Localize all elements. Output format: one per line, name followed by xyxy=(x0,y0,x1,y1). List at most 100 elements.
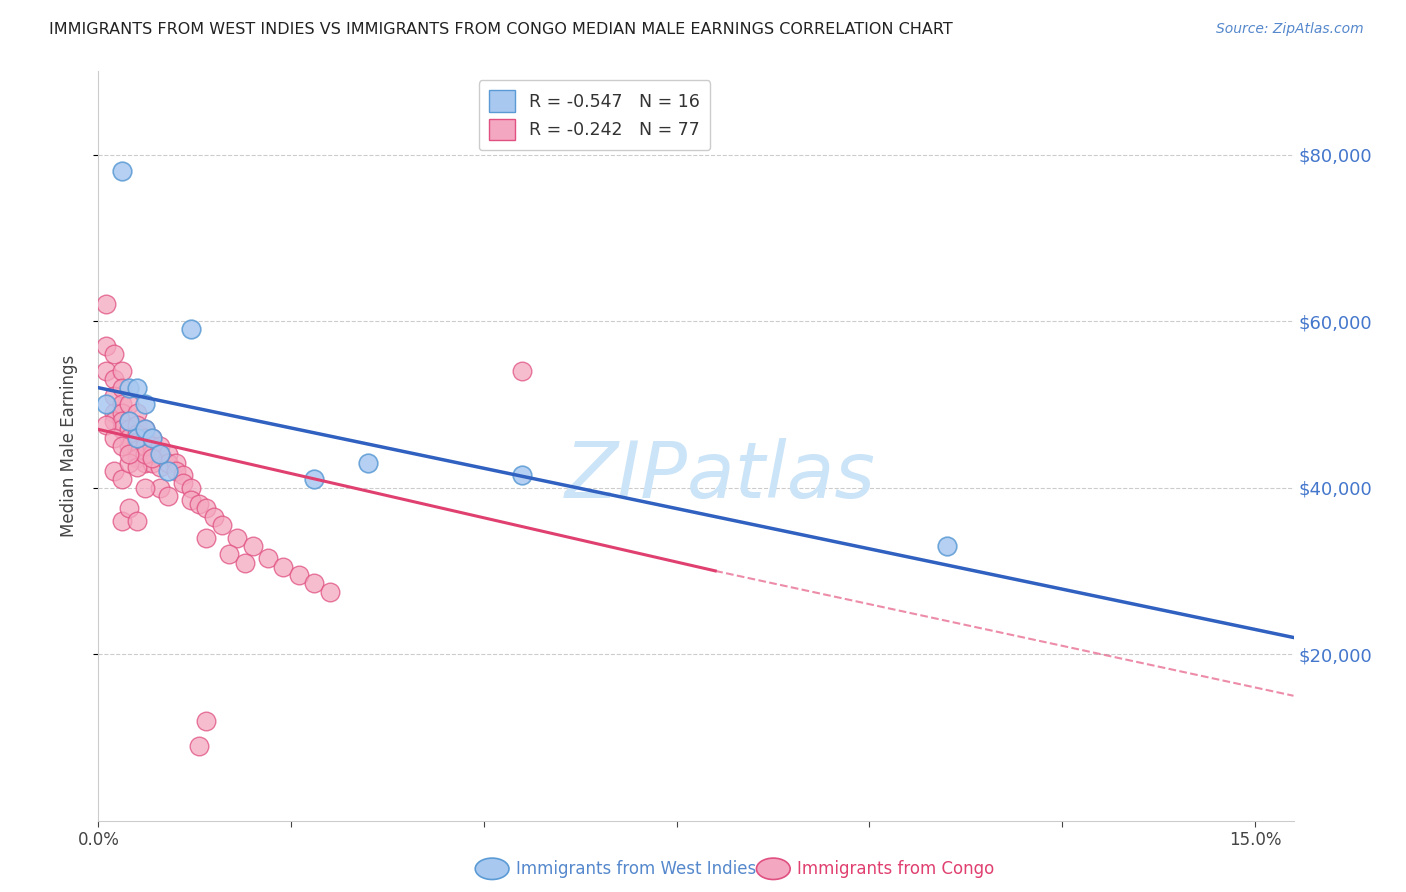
Point xyxy=(118,431,141,445)
Point xyxy=(110,439,132,453)
Point xyxy=(187,497,209,511)
Point xyxy=(233,556,256,570)
Point xyxy=(172,476,194,491)
Point xyxy=(149,447,172,461)
Point xyxy=(103,464,125,478)
Point xyxy=(103,372,125,386)
Point xyxy=(118,447,141,461)
Point xyxy=(180,481,202,495)
Point xyxy=(103,347,125,361)
Point xyxy=(218,547,240,561)
Point xyxy=(202,509,225,524)
Point xyxy=(125,434,148,449)
Point xyxy=(118,414,141,428)
Point xyxy=(357,456,380,470)
Point xyxy=(141,456,163,470)
Text: ZIPatlas: ZIPatlas xyxy=(564,438,876,514)
Text: Immigrants from Congo: Immigrants from Congo xyxy=(797,860,994,878)
Point xyxy=(172,468,194,483)
Point xyxy=(935,539,957,553)
Point xyxy=(110,381,132,395)
Point xyxy=(110,422,132,436)
Point xyxy=(118,439,141,453)
Point xyxy=(125,381,148,395)
Point xyxy=(165,456,187,470)
Point xyxy=(103,414,125,428)
Point xyxy=(110,472,132,486)
Point xyxy=(125,426,148,441)
Point xyxy=(141,431,163,445)
Point xyxy=(110,514,132,528)
Point xyxy=(211,518,233,533)
Point xyxy=(149,459,172,474)
Text: IMMIGRANTS FROM WEST INDIES VS IMMIGRANTS FROM CONGO MEDIAN MALE EARNINGS CORREL: IMMIGRANTS FROM WEST INDIES VS IMMIGRANT… xyxy=(49,22,953,37)
Point xyxy=(319,584,342,599)
Point xyxy=(118,414,141,428)
Point xyxy=(195,501,218,516)
Point xyxy=(110,364,132,378)
Point xyxy=(134,397,156,411)
Point xyxy=(94,397,117,411)
Point xyxy=(512,468,534,483)
Point xyxy=(156,447,179,461)
Point xyxy=(118,456,141,470)
Point xyxy=(156,456,179,470)
Point xyxy=(288,568,311,582)
Point xyxy=(257,551,280,566)
Point xyxy=(242,539,264,553)
Point xyxy=(125,418,148,433)
Point xyxy=(125,406,148,420)
Point xyxy=(118,381,141,395)
Point xyxy=(110,164,132,178)
Point xyxy=(125,514,148,528)
Point xyxy=(125,451,148,466)
Point xyxy=(118,397,141,411)
Y-axis label: Median Male Earnings: Median Male Earnings xyxy=(59,355,77,537)
Point xyxy=(141,439,163,453)
Point xyxy=(134,456,156,470)
Point xyxy=(103,431,125,445)
Point xyxy=(187,739,209,753)
Point xyxy=(180,322,202,336)
Point xyxy=(134,481,156,495)
Point xyxy=(110,406,132,420)
Point xyxy=(156,489,179,503)
Point xyxy=(118,422,141,436)
Point xyxy=(273,559,295,574)
Point xyxy=(141,447,163,461)
Point xyxy=(195,714,218,728)
Point xyxy=(149,447,172,461)
Point xyxy=(149,481,172,495)
Point xyxy=(94,297,117,311)
Point xyxy=(512,364,534,378)
Point xyxy=(94,418,117,433)
Point xyxy=(134,422,156,436)
Point xyxy=(110,397,132,411)
Legend: R = -0.547   N = 16, R = -0.242   N = 77: R = -0.547 N = 16, R = -0.242 N = 77 xyxy=(478,80,710,150)
Point xyxy=(103,406,125,420)
Point xyxy=(110,414,132,428)
Text: Immigrants from West Indies: Immigrants from West Indies xyxy=(516,860,756,878)
Point xyxy=(134,439,156,453)
Point xyxy=(94,364,117,378)
Point xyxy=(141,431,163,445)
Point xyxy=(141,451,163,466)
Point xyxy=(125,443,148,458)
Point xyxy=(103,389,125,403)
Point xyxy=(226,531,249,545)
Point xyxy=(134,422,156,436)
Point xyxy=(134,447,156,461)
Text: Source: ZipAtlas.com: Source: ZipAtlas.com xyxy=(1216,22,1364,37)
Point xyxy=(156,464,179,478)
Point xyxy=(94,339,117,353)
Point xyxy=(195,531,218,545)
Point xyxy=(304,576,326,591)
Point xyxy=(149,439,172,453)
Point xyxy=(118,501,141,516)
Point xyxy=(134,431,156,445)
Point xyxy=(165,464,187,478)
Point xyxy=(180,493,202,508)
Point xyxy=(125,459,148,474)
Point xyxy=(304,472,326,486)
Point xyxy=(125,431,148,445)
